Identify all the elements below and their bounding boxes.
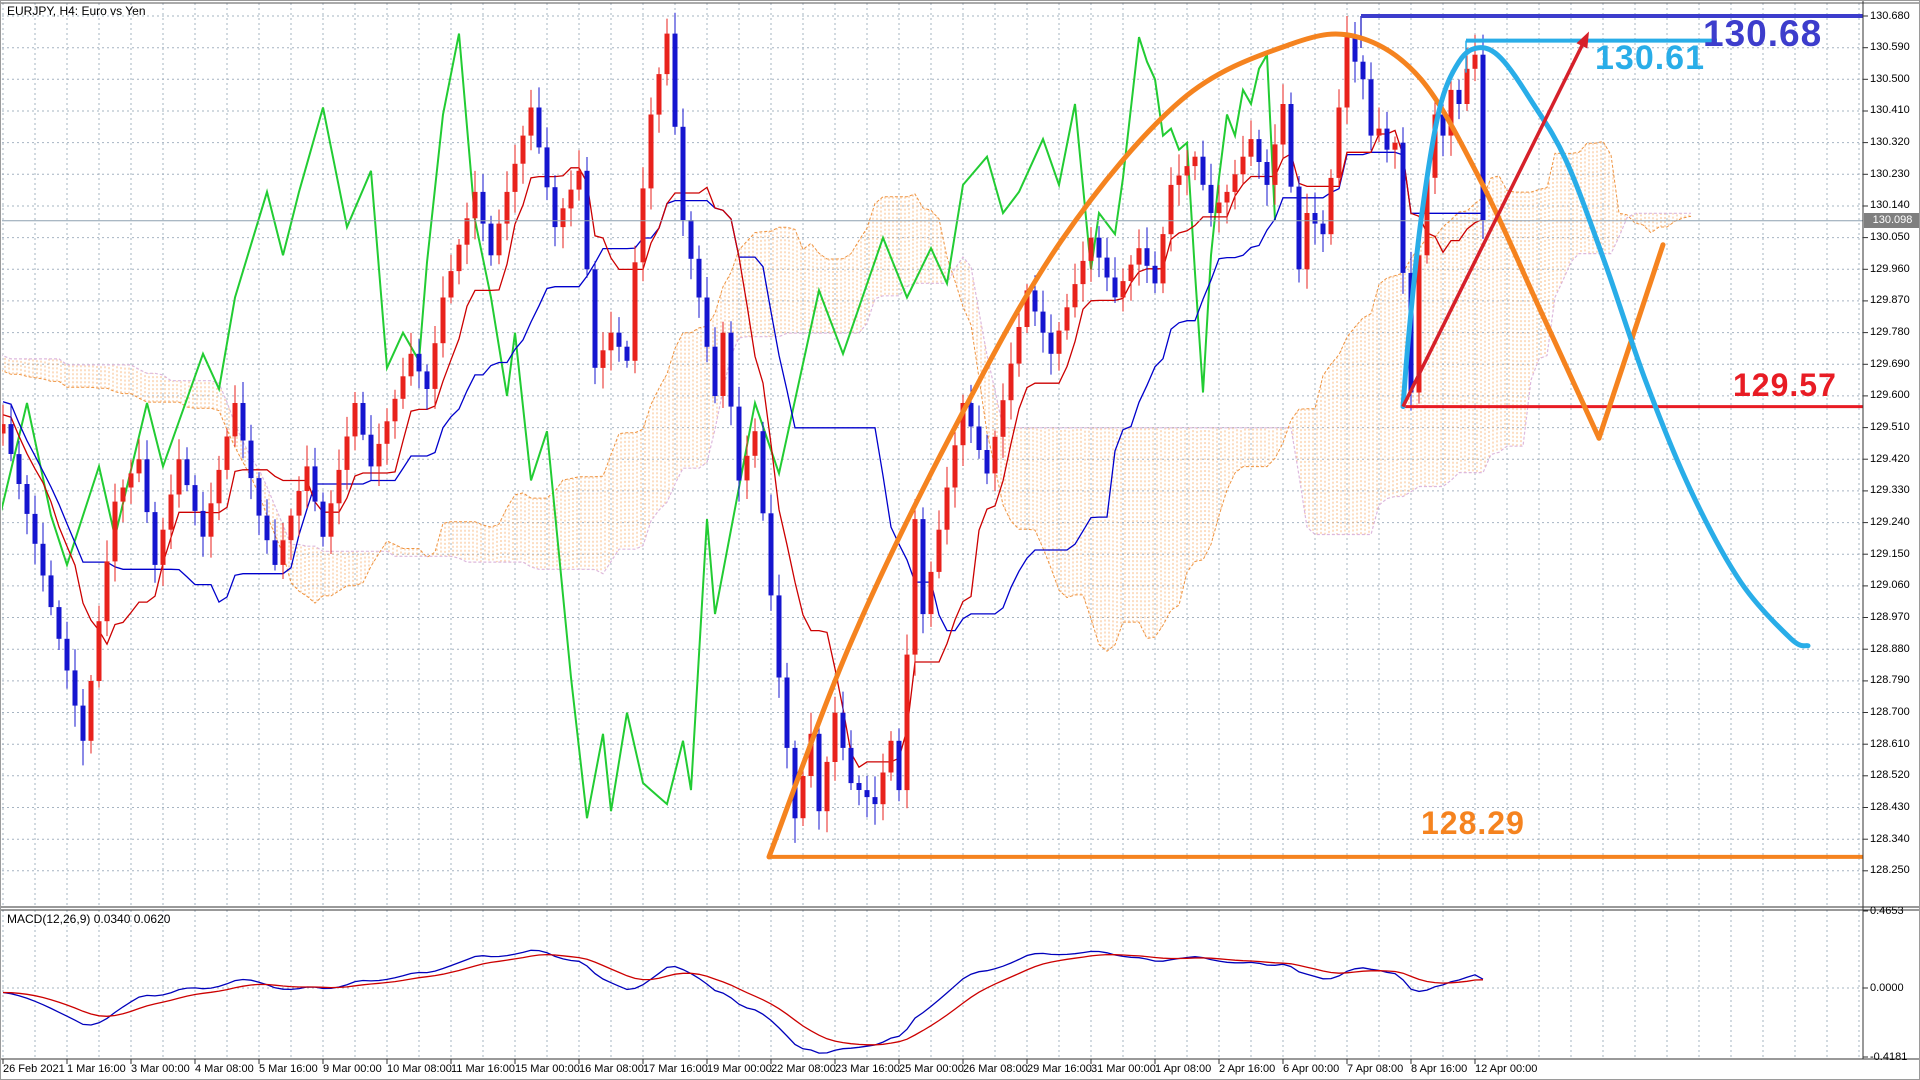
price-axis-tick: 130.500 [1870,72,1910,85]
red-trend-arrow[interactable] [1401,31,1589,408]
cyan-projection-curve[interactable] [1400,45,1811,649]
time-axis-tick: 1 Mar 16:00 [67,1063,126,1075]
symbol-title: EURJPY, H4: Euro vs Yen [7,4,146,18]
time-axis-tick: 7 Apr 08:00 [1347,1063,1404,1075]
macd-signal-line [2,953,1484,1046]
time-axis-tick: 26 Feb 2021 [3,1063,65,1075]
current-price-badge: 130.098 [1864,213,1919,229]
time-axis-tick: 12 Apr 00:00 [1475,1063,1538,1075]
price-axis-tick: 129.960 [1870,262,1910,275]
price-level-label-130-68[interactable]: 130.68 [1703,13,1823,54]
time-axis-tick: 15 Mar 00:00 [515,1063,580,1075]
time-axis-tick: 22 Mar 08:00 [771,1063,836,1075]
price-axis-tick: 129.870 [1870,294,1910,307]
time-axis-tick: 10 Mar 08:00 [387,1063,452,1075]
time-axis-tick: 16 Mar 08:00 [579,1063,644,1075]
time-axis-tick: 11 Mar 16:00 [451,1063,516,1075]
price-axis-tick: 128.880 [1870,642,1910,655]
time-axis-tick: 29 Mar 16:00 [1027,1063,1092,1075]
time-axis-tick: 17 Mar 16:00 [643,1063,708,1075]
price-level-label-129-57[interactable]: 129.57 [1733,367,1837,403]
price-axis-tick: 130.320 [1870,136,1910,149]
price-axis-tick: 128.430 [1870,801,1910,813]
macd-indicator-label: MACD(12,26,9) 0.0340 0.0620 [7,912,171,926]
time-axis-tick: 31 Mar 00:00 [1091,1063,1156,1075]
chikou-span-line [2,33,1276,819]
price-axis-tick: 129.420 [1870,452,1910,465]
price-axis-tick: 129.690 [1870,357,1910,370]
macd-line [2,949,1484,1054]
price-axis-tick: 128.610 [1870,737,1910,750]
price-axis-tick: 130.050 [1870,231,1910,244]
price-axis-tick: 128.520 [1870,769,1910,782]
kijun-sen-line [2,151,1483,632]
price-axis-tick: 129.240 [1870,516,1910,529]
price-level-label-130-61[interactable]: 130.61 [1595,39,1705,77]
price-axis-tick: 129.150 [1870,547,1910,560]
time-axis-tick: 5 Mar 16:00 [259,1063,318,1075]
price-axis-tick: 128.790 [1870,674,1910,687]
time-axis-tick: 23 Mar 16:00 [835,1063,900,1075]
price-axis-tick: 130.230 [1870,167,1910,180]
time-axis-tick: 2 Apr 16:00 [1219,1063,1276,1075]
price-axis-tick: 130.590 [1870,41,1910,54]
level-130-68-line[interactable] [1360,14,1863,48]
macd-axis-tick: 0.0000 [1870,981,1904,994]
price-axis-tick: 130.410 [1870,104,1910,117]
price-axis-tick: 128.700 [1870,706,1910,719]
time-axis-tick: 1 Apr 08:00 [1155,1063,1212,1075]
macd-axis-tick: 0.4653 [1870,904,1904,917]
price-level-label-128-29[interactable]: 128.29 [1421,805,1525,841]
time-axis-tick: 4 Mar 08:00 [195,1063,254,1075]
price-axis-tick: 129.330 [1870,484,1910,497]
price-axis-tick: 129.510 [1870,421,1910,434]
price-axis-tick: 129.780 [1870,326,1910,339]
price-axis-tick: 130.140 [1870,199,1910,212]
price-axis-tick: 130.680 [1870,9,1910,22]
time-axis-tick: 26 Mar 08:00 [963,1063,1028,1075]
time-axis-tick: 3 Mar 00:00 [131,1063,190,1075]
time-axis-tick: 25 Mar 00:00 [899,1063,964,1075]
price-axis-tick: 129.060 [1870,579,1910,592]
time-axis-tick: 8 Apr 16:00 [1411,1063,1468,1075]
time-axis-tick: 6 Apr 00:00 [1283,1063,1340,1075]
price-axis-tick: 129.600 [1870,389,1910,402]
price-axis-tick: 128.970 [1870,611,1910,624]
price-axis-tick: 128.340 [1870,832,1910,845]
ichimoku-cloud [2,140,1692,652]
candles [2,12,1486,843]
macd-axis-tick: -0.4181 [1870,1050,1908,1063]
time-axis-tick: 9 Mar 00:00 [323,1063,382,1075]
price-axis-tick: 128.250 [1870,864,1910,877]
time-axis-tick: 19 Mar 00:00 [707,1063,772,1075]
